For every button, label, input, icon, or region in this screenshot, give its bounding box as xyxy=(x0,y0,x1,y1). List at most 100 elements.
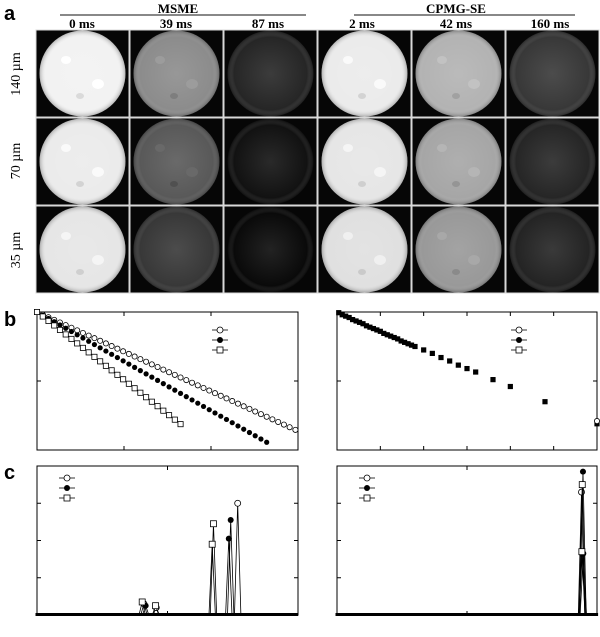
data-point-70um xyxy=(172,387,178,393)
data-point-35um xyxy=(208,540,216,548)
baseline-marker xyxy=(81,613,85,616)
baseline-marker xyxy=(79,613,83,616)
baseline-marker xyxy=(394,613,398,616)
baseline-marker xyxy=(445,613,449,616)
mri-image-border xyxy=(223,29,318,118)
baseline-marker xyxy=(248,613,252,616)
panel-a-letter: a xyxy=(4,3,16,25)
baseline-marker xyxy=(416,613,420,616)
phantom-inclusion xyxy=(343,232,353,240)
mri-image-msme-r1-c1 xyxy=(35,29,130,118)
baseline-marker xyxy=(452,613,456,616)
baseline-marker xyxy=(48,613,52,616)
baseline-marker xyxy=(130,613,134,616)
baseline-marker xyxy=(103,613,107,616)
data-point xyxy=(464,365,470,372)
data-point xyxy=(429,350,435,356)
baseline-marker xyxy=(566,613,570,616)
baseline-marker xyxy=(454,613,458,616)
mri-image-border xyxy=(223,205,318,294)
baseline-marker xyxy=(44,613,48,616)
baseline-marker xyxy=(55,613,59,616)
baseline-marker xyxy=(204,613,208,616)
data-point-70um xyxy=(177,390,184,397)
data-point xyxy=(384,332,390,338)
baseline-marker xyxy=(77,613,81,616)
mri-image-msme-r3-c1 xyxy=(35,205,130,294)
baseline-marker xyxy=(441,613,445,616)
baseline-marker xyxy=(434,613,438,616)
baseline-marker xyxy=(244,613,248,616)
phantom-disk-shading xyxy=(227,30,314,117)
baseline-marker xyxy=(116,613,120,616)
baseline-marker xyxy=(114,613,118,616)
baseline-marker xyxy=(476,613,480,616)
baseline-points xyxy=(35,613,299,616)
baseline-marker xyxy=(540,613,544,616)
baseline-marker xyxy=(211,613,215,616)
row-label-35: 35 µm xyxy=(9,232,24,269)
baseline-marker xyxy=(421,613,425,616)
data-point xyxy=(339,312,345,318)
baseline-marker xyxy=(185,613,189,616)
baseline-marker xyxy=(123,613,127,616)
baseline-marker xyxy=(231,613,235,616)
baseline-marker xyxy=(88,613,92,616)
mri-image-cpmg-r1-c3 xyxy=(505,29,600,118)
plot-b-left xyxy=(34,308,299,451)
data-point xyxy=(346,314,352,321)
data-point-35um xyxy=(152,602,159,610)
baseline-marker xyxy=(581,613,585,616)
data-point-35um xyxy=(45,317,52,324)
phantom-inclusion xyxy=(437,232,447,240)
data-point-35um xyxy=(148,398,155,405)
baseline-marker xyxy=(275,613,279,616)
data-point-35um xyxy=(125,380,132,387)
data-point-70um xyxy=(212,410,218,416)
data-point-140um xyxy=(240,403,247,410)
baseline-marker xyxy=(180,613,184,616)
data-point-35um xyxy=(131,385,138,392)
data-point xyxy=(381,330,387,336)
mri-image-msme-r2-c1 xyxy=(35,117,130,206)
data-point xyxy=(421,347,427,353)
baseline-marker xyxy=(408,613,412,616)
baseline-marker xyxy=(524,613,528,616)
mri-image-border xyxy=(505,117,600,206)
data-point-35um xyxy=(39,313,46,320)
baseline-marker xyxy=(108,613,112,616)
phantom-disk-shading xyxy=(227,118,314,205)
baseline-marker xyxy=(449,613,453,616)
data-point-70um xyxy=(227,517,234,524)
baseline-marker xyxy=(383,613,387,616)
baseline-marker xyxy=(531,613,535,616)
baseline-marker xyxy=(255,613,259,616)
mri-image-cpmg-r3-c3 xyxy=(505,205,600,294)
baseline-marker xyxy=(97,613,101,616)
baseline-marker xyxy=(160,613,164,616)
legend-marker xyxy=(63,494,71,502)
data-point-140um xyxy=(234,400,241,407)
data-point-70um xyxy=(68,328,75,335)
baseline-marker xyxy=(35,613,39,616)
baseline-marker xyxy=(202,613,206,616)
mri-image-border xyxy=(505,205,600,294)
data-point-140um xyxy=(108,343,115,350)
baseline-marker xyxy=(423,613,427,616)
baseline-marker xyxy=(94,613,98,616)
baseline-marker xyxy=(90,613,94,616)
baseline-marker xyxy=(520,613,524,616)
baseline-marker xyxy=(158,613,162,616)
baseline-marker xyxy=(562,613,566,616)
baseline-marker xyxy=(335,613,339,616)
baseline-marker xyxy=(165,613,169,616)
data-point-140um xyxy=(148,361,155,368)
data-point-35um xyxy=(85,349,92,356)
panel-c-letter: c xyxy=(4,462,15,484)
mri-image-border xyxy=(35,117,130,206)
phantom-inclusion xyxy=(155,56,165,64)
baseline-marker xyxy=(253,613,257,616)
data-point-35um xyxy=(578,548,586,556)
baseline-marker xyxy=(167,613,171,616)
legend-marker xyxy=(63,474,71,482)
